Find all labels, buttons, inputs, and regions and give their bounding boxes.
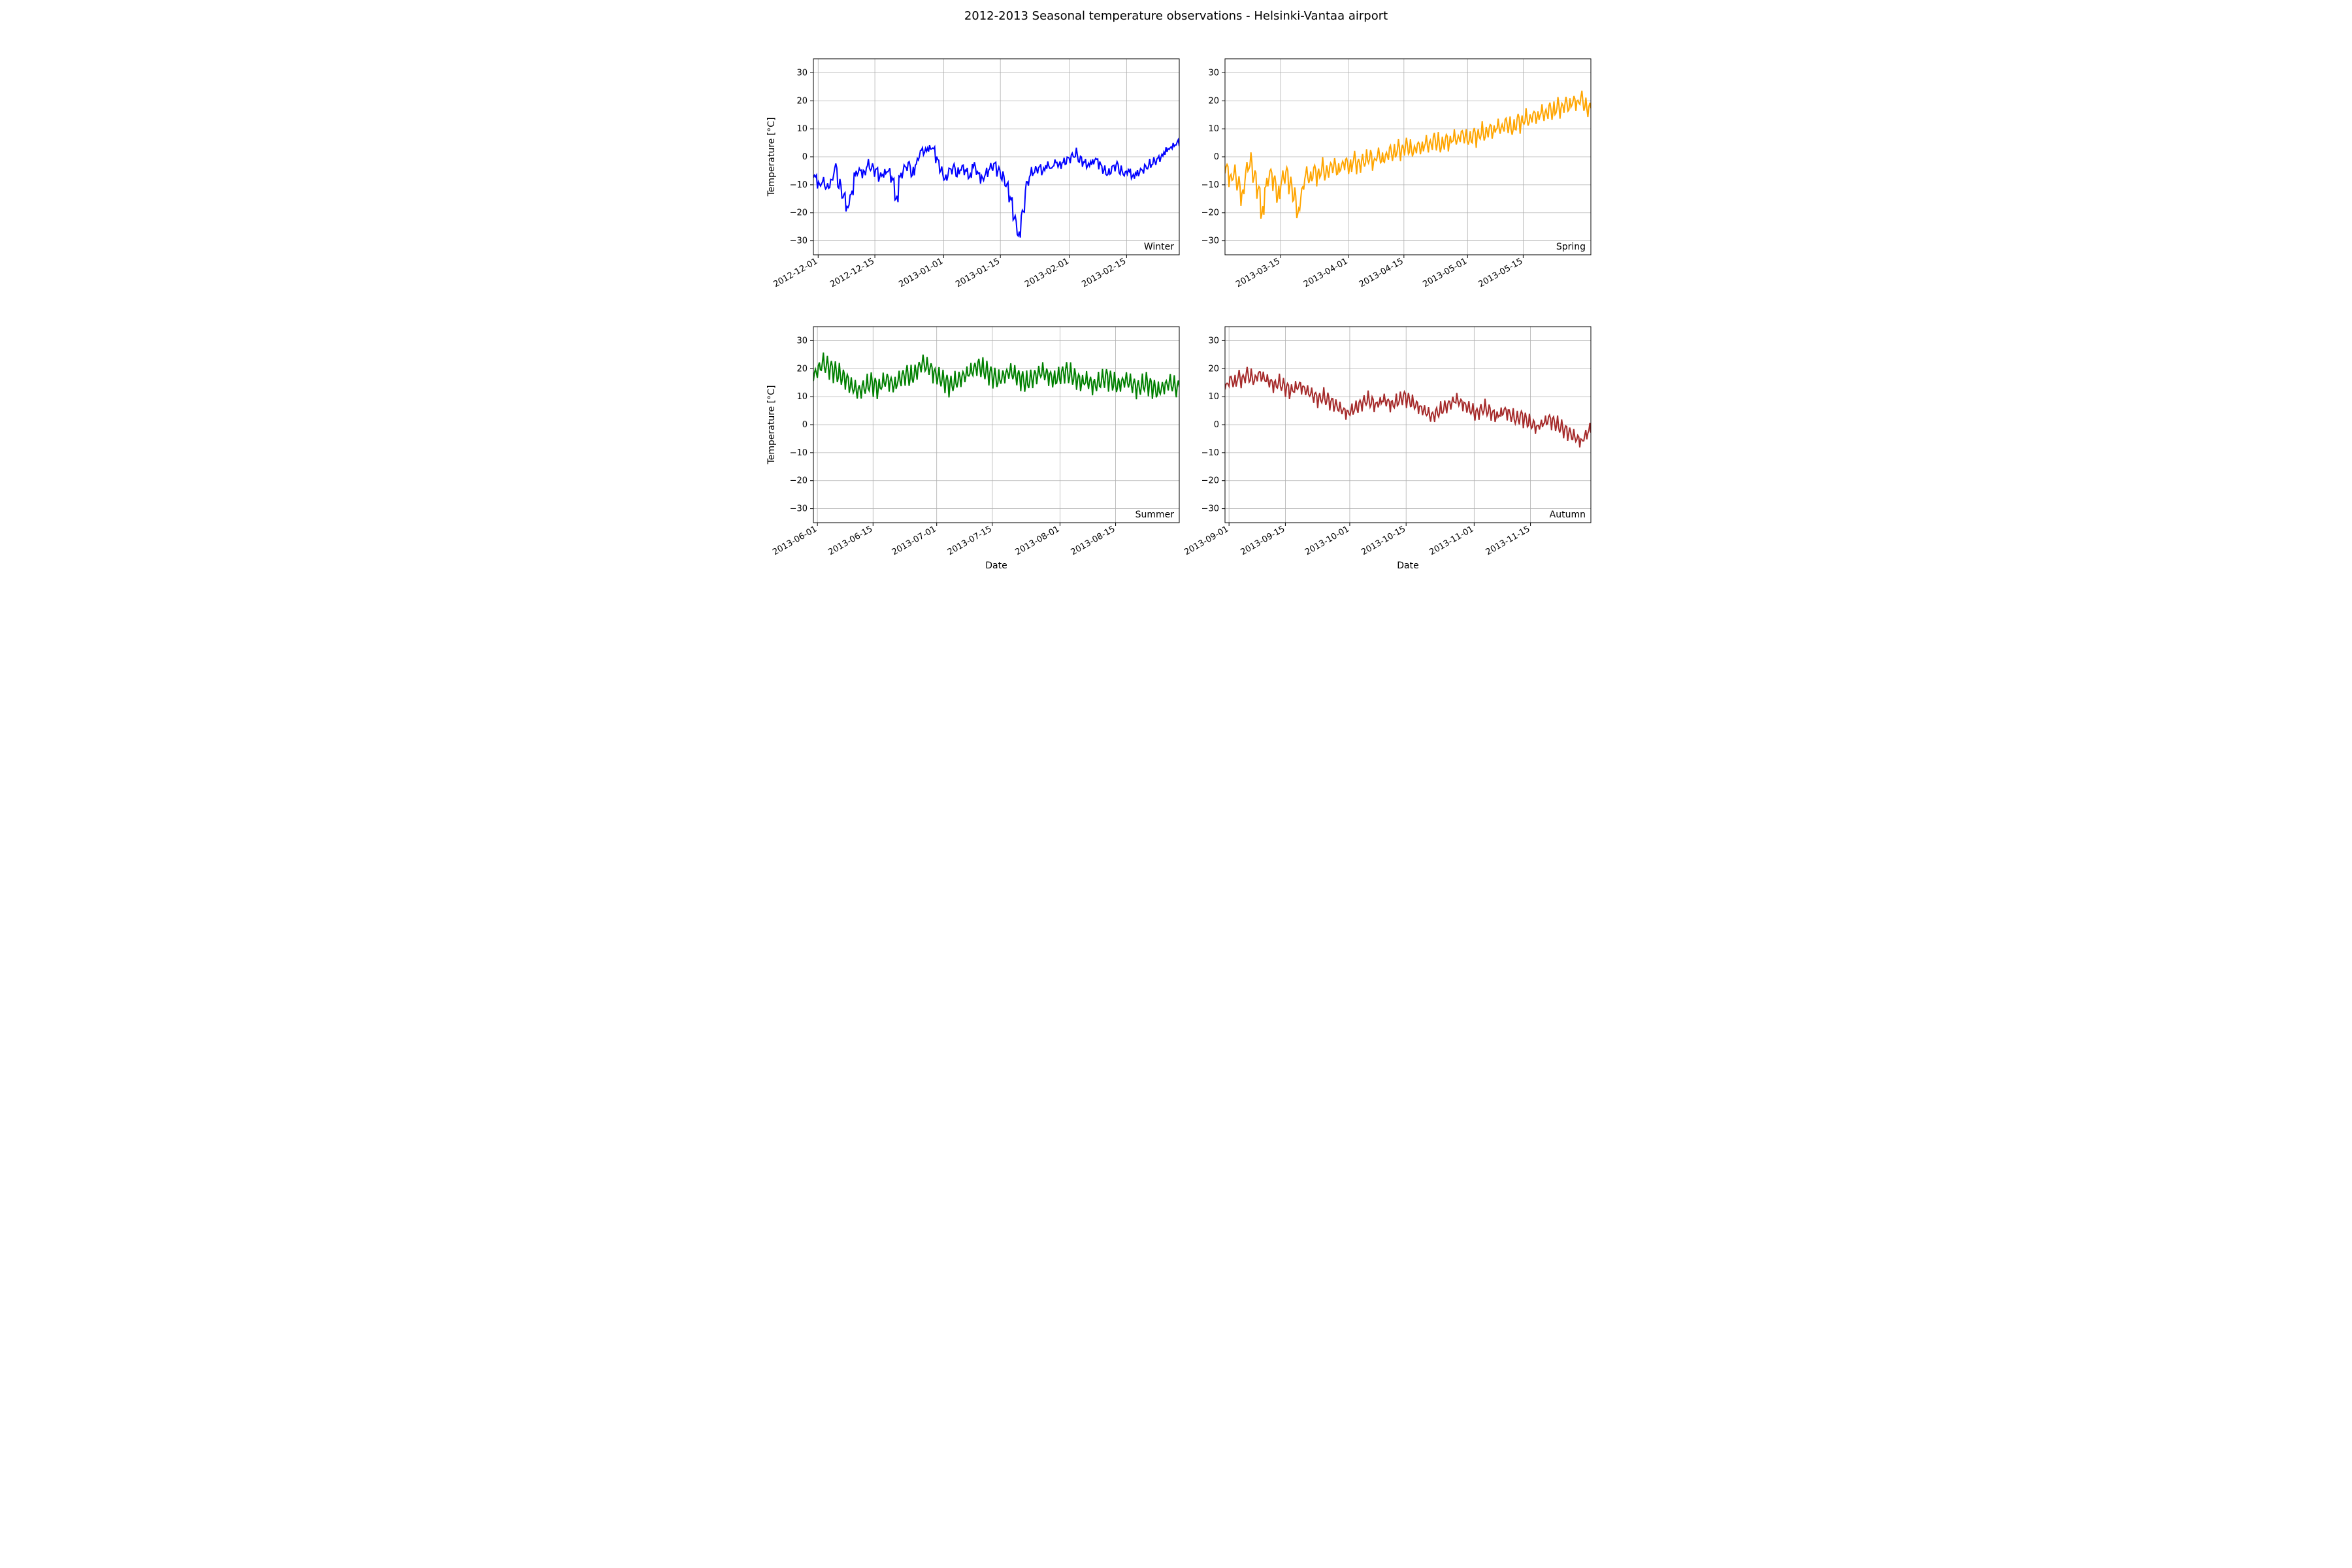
xtick-label: 2013-11-01 [1428,524,1475,557]
panel-spring: −30−20−1001020302013-03-152013-04-012013… [1201,59,1591,289]
ytick-label: 20 [796,364,808,374]
ytick-label: 0 [1214,152,1219,162]
xtick-label: 2013-08-15 [1070,524,1117,557]
ytick-label: −10 [1201,180,1219,190]
xtick-label: 2013-09-01 [1183,524,1230,557]
ytick-label: −30 [1201,504,1219,514]
xtick-label: 2013-05-01 [1421,256,1469,289]
ytick-label: 0 [1214,420,1219,430]
ytick-label: 10 [796,392,808,402]
xtick-label: 2013-10-15 [1360,524,1407,557]
xtick-label: 2013-11-15 [1484,524,1532,557]
xlabel: Date [1397,561,1418,571]
xtick-label: 2013-07-01 [890,524,938,557]
xtick-label: 2013-10-01 [1303,524,1351,557]
xtick-label: 2013-07-15 [946,524,994,557]
xtick-label: 2013-01-15 [954,256,1002,289]
panel-autumn: −30 −20 −10 0 10 20 30 2013-09-01 2013-09-15 2013… [1183,327,1591,571]
xtick-label: 2013-06-15 [826,524,874,557]
figure-suptitle: 2012-2013 Seasonal temperature observati… [964,9,1388,23]
ytick-label: 10 [796,124,808,134]
panel-winter: −30 −20 −10 0 10 20 30 2012-12-01 2012-12-15 2013… [766,59,1179,289]
ytick-label: 10 [1208,124,1219,134]
ytick-label: −30 [790,504,808,514]
season-label-autumn: Autumn [1550,510,1586,520]
ytick-label: 0 [802,152,808,162]
ytick-label: −20 [1201,476,1219,486]
ytick-label: −30 [790,237,808,246]
ytick-label: 20 [796,96,808,106]
xtick-label: 2013-05-15 [1477,256,1524,289]
xtick-label: 2013-09-15 [1239,524,1286,557]
xtick-label: 2013-06-01 [771,524,819,557]
ytick-label: −10 [1201,448,1219,458]
season-label-winter: Winter [1144,242,1174,252]
ytick-label: −10 [790,180,808,190]
ytick-label: 30 [796,68,808,78]
ytick-label: 20 [1208,364,1219,374]
xlabel: Date [985,561,1007,571]
xtick-label: 2013-04-15 [1358,256,1405,289]
ytick-label: −20 [1201,208,1219,218]
ytick-label: −30 [1201,237,1219,246]
ytick-label: −20 [790,208,808,218]
ylabel: Temperature [°C] [766,118,777,197]
xtick-label: 2013-08-01 [1014,524,1062,557]
xtick-label: 2012-12-01 [772,256,819,289]
ytick-label: 30 [796,336,808,346]
season-label-spring: Spring [1556,242,1586,252]
ytick-label: 30 [1208,68,1219,78]
ytick-label: 0 [802,420,808,430]
xtick-label: 2013-04-01 [1302,256,1350,289]
panel-summer: −30 −20 −10 0 10 20 30 2013-06-012013-06-15 2013… [766,327,1179,571]
xtick-label: 2013-01-01 [897,256,945,289]
ytick-label: 30 [1208,336,1219,346]
seasonal-temperature-figure: 2012-2013 Seasonal temperature observati… [735,0,1617,588]
ylabel: Temperature [°C] [766,385,777,465]
xtick-label: 2013-02-01 [1023,256,1071,289]
ytick-label: −10 [790,448,808,458]
xtick-label: 2013-02-15 [1080,256,1128,289]
xtick-label: 2013-03-15 [1234,256,1282,289]
ytick-label: 20 [1208,96,1219,106]
ytick-label: −20 [790,476,808,486]
season-label-summer: Summer [1135,510,1175,520]
xtick-label: 2012-12-15 [828,256,876,289]
ytick-label: 10 [1208,392,1219,402]
